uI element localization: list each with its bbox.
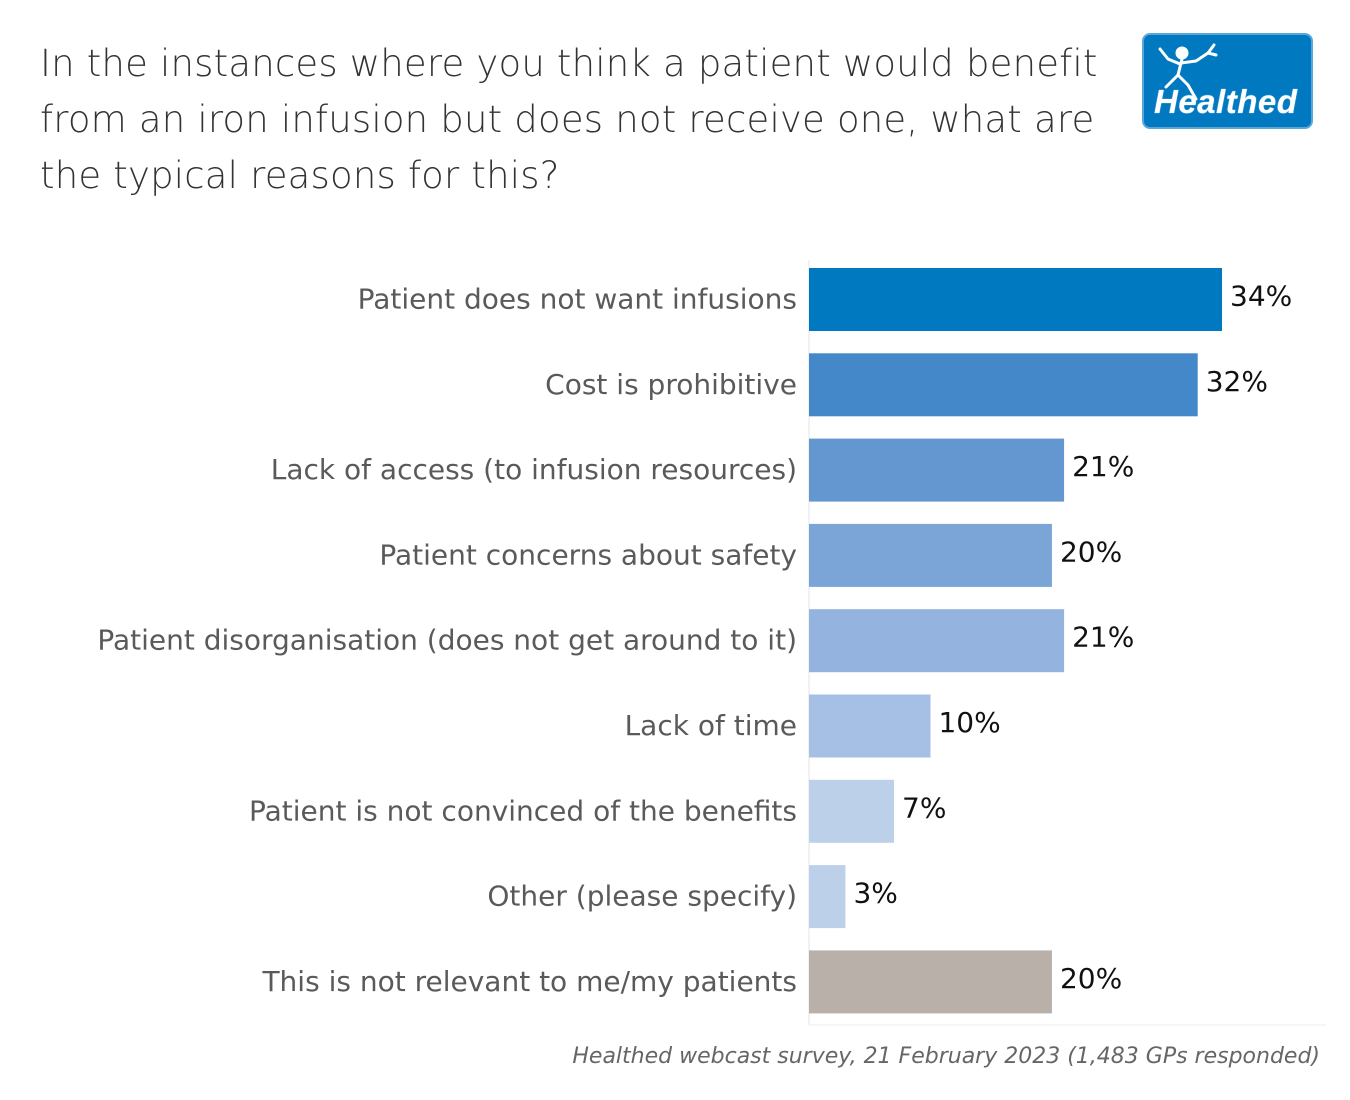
value-label: 3% xyxy=(853,877,897,910)
value-label: 10% xyxy=(938,706,1000,739)
bar xyxy=(809,609,1065,673)
category-label: Lack of time xyxy=(625,709,797,742)
category-label: Patient is not convinced of the benefits xyxy=(249,794,797,827)
healthed-logo: Healthed xyxy=(1142,33,1313,129)
bar xyxy=(809,268,1222,331)
value-label: 21% xyxy=(1072,450,1134,483)
value-label: 20% xyxy=(1060,535,1122,568)
category-label: Other (please specify) xyxy=(487,880,797,913)
category-label: Patient concerns about safety xyxy=(379,538,797,571)
runner-figure-icon xyxy=(1158,43,1218,101)
chart-title: In the instances where you think a patie… xyxy=(40,42,1098,197)
bar xyxy=(809,523,1052,587)
category-label: Patient disorganisation (does not get ar… xyxy=(97,624,797,657)
value-label: 34% xyxy=(1230,280,1292,313)
logo-text: Healthed xyxy=(1154,83,1298,120)
category-label: Lack of access (to infusion resources) xyxy=(271,453,797,486)
bar xyxy=(809,865,846,929)
source-note: Healthed webcast survey, 21 February 202… xyxy=(572,1044,1320,1069)
bar xyxy=(809,438,1065,502)
value-label: 20% xyxy=(1060,962,1122,995)
value-label: 32% xyxy=(1206,365,1268,398)
bar xyxy=(809,950,1052,1014)
value-label: 7% xyxy=(902,791,946,824)
category-label: Cost is prohibitive xyxy=(545,368,797,401)
bar xyxy=(809,694,931,758)
category-label: This is not relevant to me/my patients xyxy=(261,965,797,998)
bar xyxy=(809,779,895,843)
value-label: 21% xyxy=(1072,621,1134,654)
bar xyxy=(809,353,1198,417)
category-label: Patient does not want infusions xyxy=(358,283,797,316)
